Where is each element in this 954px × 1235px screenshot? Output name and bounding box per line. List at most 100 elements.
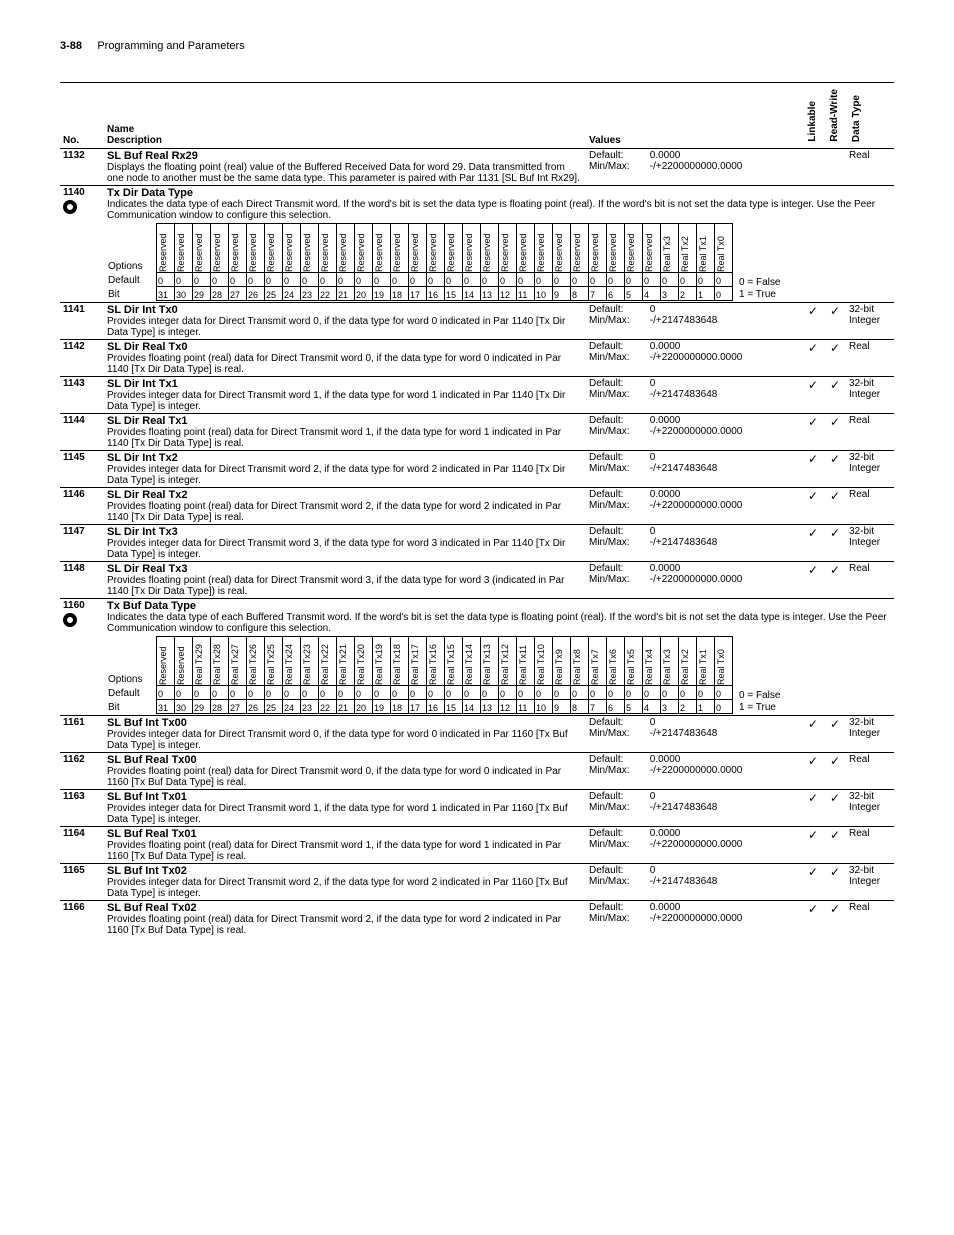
linkable-flag: ✓ bbox=[802, 826, 824, 863]
linkable-flag: ✓ bbox=[802, 789, 824, 826]
param-desc: Provides integer data for Direct Transmi… bbox=[107, 538, 565, 560]
param-name: SL Dir Int Tx3 bbox=[107, 526, 178, 538]
param-name: SL Dir Int Tx1 bbox=[107, 378, 178, 390]
param-name: SL Buf Int Tx00 bbox=[107, 717, 187, 729]
param-no: 1147 bbox=[60, 524, 104, 561]
col-linkable: Linkable bbox=[805, 97, 820, 146]
linkable-flag bbox=[802, 148, 824, 185]
param-no: 1140 bbox=[60, 185, 104, 302]
data-type: Real bbox=[846, 413, 894, 450]
param-no: 1144 bbox=[60, 413, 104, 450]
table-row: 1146 SL Dir Real Tx2 Provides floating p… bbox=[60, 487, 894, 524]
linkable-flag: ✓ bbox=[802, 561, 824, 598]
rw-flag: ✓ bbox=[824, 450, 846, 487]
param-name: SL Dir Real Tx3 bbox=[107, 563, 188, 575]
param-name: SL Buf Int Tx01 bbox=[107, 791, 187, 803]
rw-flag bbox=[824, 148, 846, 185]
param-values: Default: 0 Min/Max: -/+2147483648 bbox=[586, 715, 802, 752]
param-values: Default: 0 Min/Max: -/+2147483648 bbox=[586, 302, 802, 339]
param-no: 1165 bbox=[60, 863, 104, 900]
param-no: 1145 bbox=[60, 450, 104, 487]
param-values: Default: 0.0000 Min/Max: -/+2200000000.0… bbox=[586, 339, 802, 376]
table-row: 1165 SL Buf Int Tx02 Provides integer da… bbox=[60, 863, 894, 900]
param-name: SL Buf Real Tx02 bbox=[107, 902, 197, 914]
param-name: SL Dir Int Tx0 bbox=[107, 304, 178, 316]
data-type: 32-bit Integer bbox=[846, 789, 894, 826]
param-name: SL Buf Real Tx01 bbox=[107, 828, 197, 840]
param-no: 1143 bbox=[60, 376, 104, 413]
table-row: 1145 SL Dir Int Tx2 Provides integer dat… bbox=[60, 450, 894, 487]
table-row: 1162 SL Buf Real Tx00 Provides floating … bbox=[60, 752, 894, 789]
param-values: Default: 0.0000 Min/Max: -/+2200000000.0… bbox=[586, 487, 802, 524]
rw-flag: ✓ bbox=[824, 900, 846, 937]
table-row: 1144 SL Dir Real Tx1 Provides floating p… bbox=[60, 413, 894, 450]
param-values: Default: 0 Min/Max: -/+2147483648 bbox=[586, 376, 802, 413]
legend-false: 0 = False bbox=[739, 690, 780, 702]
linkable-flag: ✓ bbox=[802, 302, 824, 339]
col-name: Name bbox=[107, 124, 134, 135]
param-desc: Provides integer data for Direct Transmi… bbox=[107, 803, 568, 825]
table-row: 1160 Tx Buf Data Type Indicates the data… bbox=[60, 598, 894, 715]
bitfield-legend: 0 = False 1 = True bbox=[733, 690, 780, 714]
rw-flag: ✓ bbox=[824, 715, 846, 752]
param-values: Default: 0.0000 Min/Max: -/+2200000000.0… bbox=[586, 826, 802, 863]
param-desc: Provides integer data for Direct Transmi… bbox=[107, 390, 565, 412]
param-no: 1160 bbox=[60, 598, 104, 715]
rw-flag: ✓ bbox=[824, 487, 846, 524]
param-values: Default: 0.0000 Min/Max: -/+2200000000.0… bbox=[586, 148, 802, 185]
col-read-write: Read-Write bbox=[827, 85, 842, 146]
data-type: 32-bit Integer bbox=[846, 302, 894, 339]
param-no: 1146 bbox=[60, 487, 104, 524]
data-type: Real bbox=[846, 826, 894, 863]
bitfield-default-label: Default bbox=[107, 272, 157, 286]
rw-flag: ✓ bbox=[824, 524, 846, 561]
param-desc: Provides integer data for Direct Transmi… bbox=[107, 729, 568, 751]
param-name: SL Dir Real Tx0 bbox=[107, 341, 188, 353]
param-desc: Displays the floating point (real) value… bbox=[107, 162, 580, 184]
param-desc: Provides floating point (real) data for … bbox=[107, 575, 564, 597]
param-values: Default: 0.0000 Min/Max: -/+2200000000.0… bbox=[586, 561, 802, 598]
param-desc: Provides floating point (real) data for … bbox=[107, 501, 561, 523]
param-no: 1142 bbox=[60, 339, 104, 376]
param-name: SL Buf Real Rx29 bbox=[107, 150, 198, 162]
parameter-table: No. Name Description Values Linkable Rea… bbox=[60, 82, 894, 937]
col-name-desc: Name Description bbox=[104, 83, 586, 149]
section-title: Programming and Parameters bbox=[97, 40, 244, 52]
table-row: 1132 SL Buf Real Rx29 Displays the float… bbox=[60, 148, 894, 185]
bitfield-bit-label: Bit bbox=[107, 699, 157, 713]
param-values: Default: 0.0000 Min/Max: -/+2200000000.0… bbox=[586, 900, 802, 937]
rw-flag: ✓ bbox=[824, 826, 846, 863]
linkable-flag: ✓ bbox=[802, 863, 824, 900]
legend-true: 1 = True bbox=[739, 289, 780, 301]
data-type: 32-bit Integer bbox=[846, 863, 894, 900]
rw-flag: ✓ bbox=[824, 413, 846, 450]
param-no: 1148 bbox=[60, 561, 104, 598]
linkable-flag: ✓ bbox=[802, 487, 824, 524]
param-desc: Provides floating point (real) data for … bbox=[107, 353, 561, 375]
linkable-flag: ✓ bbox=[802, 450, 824, 487]
bitfield-bit-label: Bit bbox=[107, 286, 157, 300]
param-desc: Indicates the data type of each Buffered… bbox=[107, 612, 887, 634]
table-row: 1142 SL Dir Real Tx0 Provides floating p… bbox=[60, 339, 894, 376]
rw-flag: ✓ bbox=[824, 339, 846, 376]
param-values: Default: 0 Min/Max: -/+2147483648 bbox=[586, 863, 802, 900]
linkable-flag: ✓ bbox=[802, 376, 824, 413]
table-row: 1143 SL Dir Int Tx1 Provides integer dat… bbox=[60, 376, 894, 413]
eye-icon bbox=[63, 613, 77, 627]
bitfield-table: OptionsReservedReservedReservedReservedR… bbox=[107, 223, 733, 301]
param-values: Default: 0 Min/Max: -/+2147483648 bbox=[586, 524, 802, 561]
rw-flag: ✓ bbox=[824, 561, 846, 598]
data-type: Real bbox=[846, 561, 894, 598]
param-no: 1162 bbox=[60, 752, 104, 789]
linkable-flag: ✓ bbox=[802, 900, 824, 937]
param-values: Default: 0 Min/Max: -/+2147483648 bbox=[586, 450, 802, 487]
param-desc: Provides floating point (real) data for … bbox=[107, 427, 561, 449]
rw-flag: ✓ bbox=[824, 376, 846, 413]
param-desc: Provides integer data for Direct Transmi… bbox=[107, 464, 565, 486]
param-no: 1164 bbox=[60, 826, 104, 863]
param-no: 1163 bbox=[60, 789, 104, 826]
data-type: Real bbox=[846, 339, 894, 376]
param-name: SL Dir Int Tx2 bbox=[107, 452, 178, 464]
data-type: Real bbox=[846, 752, 894, 789]
param-values: Default: 0.0000 Min/Max: -/+2200000000.0… bbox=[586, 752, 802, 789]
